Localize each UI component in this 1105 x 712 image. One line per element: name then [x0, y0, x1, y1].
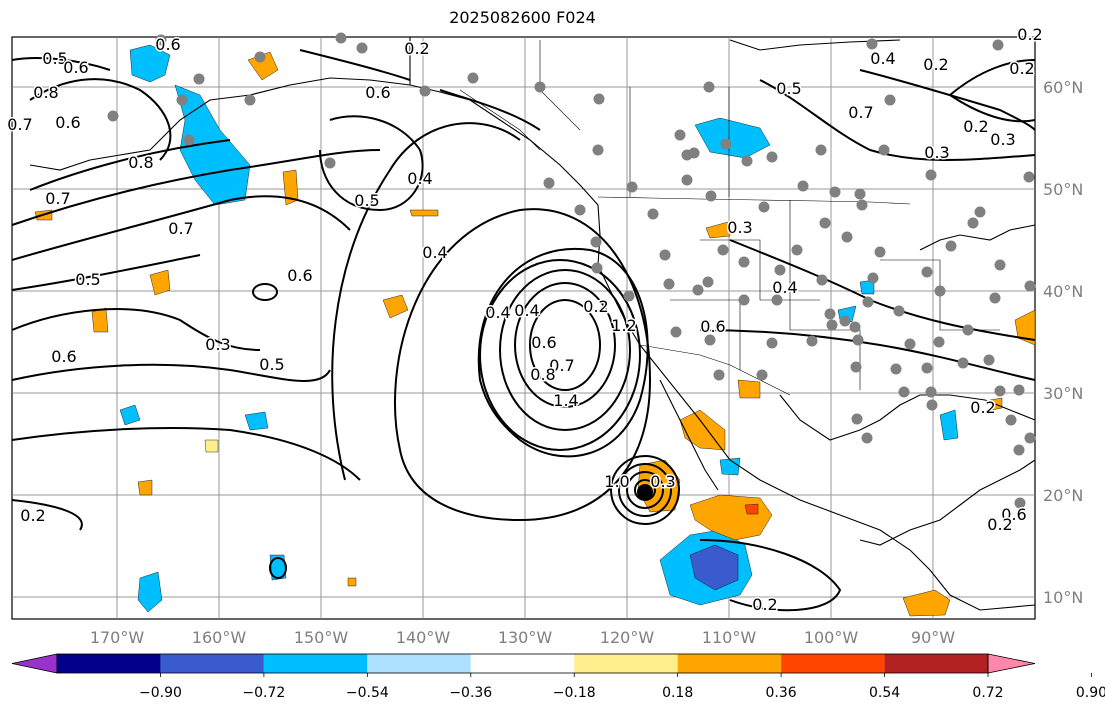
contour-label: 0.4 [772, 278, 797, 297]
contour-label: 0.7 [7, 115, 32, 134]
colorbar-segment [367, 654, 471, 673]
contour-label: 0.4 [485, 303, 510, 322]
colorbar-segment [263, 654, 368, 673]
contour-label: 0.8 [33, 83, 58, 102]
contour-label: 0.6 [287, 266, 312, 285]
map-title: 2025082600 F024 [449, 8, 596, 27]
contour-label: 0.3 [990, 130, 1015, 149]
contour-label: 0.2 [1017, 25, 1042, 44]
contour-label: 0.2 [583, 297, 608, 316]
colorbar-segment [677, 654, 782, 673]
contour-label: 0.2 [752, 595, 777, 614]
contour-label: 0.5 [42, 49, 67, 68]
colorbar-tick-label: −0.90 [139, 685, 182, 701]
colorbar-segment [574, 654, 678, 673]
contour-label: 0.3 [205, 335, 230, 354]
contour-label: 0.6 [700, 317, 725, 336]
contour-label: 0.8 [128, 153, 153, 172]
colorbar-segment [57, 654, 161, 673]
colorbar-tick-label: −0.36 [449, 685, 492, 701]
colorbar-tick-label: −0.54 [346, 685, 389, 701]
colorbar-tick-label: 0.90 [1076, 685, 1105, 701]
contour-label: 0.7 [848, 103, 873, 122]
colorbar-tick-label: −0.72 [242, 685, 285, 701]
contour-label: 0.5 [776, 79, 801, 98]
lat-tick-label: 30°N [1043, 384, 1083, 403]
colorbar-segment [781, 654, 885, 673]
station-dots [107, 32, 1036, 509]
contour-label: 0.8 [530, 365, 555, 384]
lon-tick-label: 140°W [396, 628, 451, 647]
contour-label: 0.4 [422, 243, 447, 262]
contour-label: 0.2 [963, 117, 988, 136]
colorbar-tick-label: 0.54 [869, 685, 900, 701]
contour-label: 0.7 [549, 356, 574, 375]
lat-tick-label: 60°N [1043, 78, 1083, 97]
lon-tick-label: 160°W [192, 628, 247, 647]
contour-label: 0.2 [404, 39, 429, 58]
lat-tick-label: 50°N [1043, 180, 1083, 199]
colorbar-tick-label: 0.18 [662, 685, 693, 701]
colorbar-segment [470, 654, 575, 673]
contour-label: 0.6 [531, 333, 556, 352]
contour-label: 0.7 [45, 189, 70, 208]
contour-label: 0.2 [20, 506, 45, 525]
map-panel: 0.20.50.60.80.7 0.60.80.60.70.60.50.40.40… [6, 24, 1044, 620]
contour-label: 0.5 [259, 355, 284, 374]
contour-label: 1.2 [611, 316, 636, 335]
colorbar-tick-label: 0.72 [972, 685, 1003, 701]
contour-label: 0.3 [727, 218, 752, 237]
lon-tick-label: 110°W [702, 628, 757, 647]
lon-tick-label: 100°W [804, 628, 859, 647]
contour-label: 1.4 [553, 391, 578, 410]
colorbar-segment [160, 654, 264, 673]
contour-label: 0.6 [51, 347, 76, 366]
lon-tick-label: 90°W [911, 628, 955, 647]
colorbar-extend-low [11, 653, 58, 674]
colorbar: −0.90 −0.72 −0.54 −0.36 −0.18 0.18 0.36 0.54 0.7… [11, 653, 1105, 701]
contour-label: 0.6 [55, 113, 80, 132]
contour-label: 0.5 [354, 191, 379, 210]
contour-label: 0.4 [407, 169, 432, 188]
colorbar-extend-high [987, 653, 1036, 674]
contour-label-group: 0.20.50.60.80.7 0.60.80.60.70.60.50.40.40… [6, 24, 1044, 616]
contour-label: 0.3 [924, 143, 949, 162]
shaded-anomaly-areas [34, 44, 1036, 617]
lat-tick-label: 40°N [1043, 282, 1083, 301]
colorbar-segment [884, 654, 988, 673]
contour-label: 0.6 [365, 83, 390, 102]
lat-tick-label: 10°N [1043, 588, 1083, 607]
latitude-labels: 60°N 50°N 40°N 30°N 20°N 10°N [1043, 78, 1083, 607]
lon-tick-label: 150°W [294, 628, 349, 647]
colorbar-tick-label: −0.18 [553, 685, 596, 701]
contour-label: 0.4 [870, 49, 895, 68]
contour-lines [11, 49, 1036, 612]
contour-label: 0.2 [987, 515, 1012, 534]
longitude-labels: 170°W 160°W 150°W 140°W 130°W 120°W 110°W 100°W… [90, 628, 955, 647]
contour-label: 1.0 [604, 472, 629, 491]
contour-label: 0.2 [923, 55, 948, 74]
contour-label: 0.6 [63, 58, 88, 77]
colorbar-tick-label: 0.36 [766, 685, 797, 701]
contour-label: 0.2 [1009, 59, 1034, 78]
lon-tick-label: 170°W [90, 628, 145, 647]
colorbar-frame [56, 653, 989, 674]
contour-label: 0.7 [168, 219, 193, 238]
contour-label: 0.6 [155, 35, 180, 54]
contour-label: 0.5 [75, 270, 100, 289]
storm-center-marker [637, 484, 653, 500]
contour-label: 0.4 [514, 301, 539, 320]
lat-tick-label: 20°N [1043, 486, 1083, 505]
lon-tick-label: 130°W [498, 628, 553, 647]
contour-label: 0.3 [650, 472, 675, 491]
contour-label: 0.2 [970, 398, 995, 417]
lon-tick-label: 120°W [600, 628, 655, 647]
contour-label: 0.6 [1001, 505, 1026, 524]
